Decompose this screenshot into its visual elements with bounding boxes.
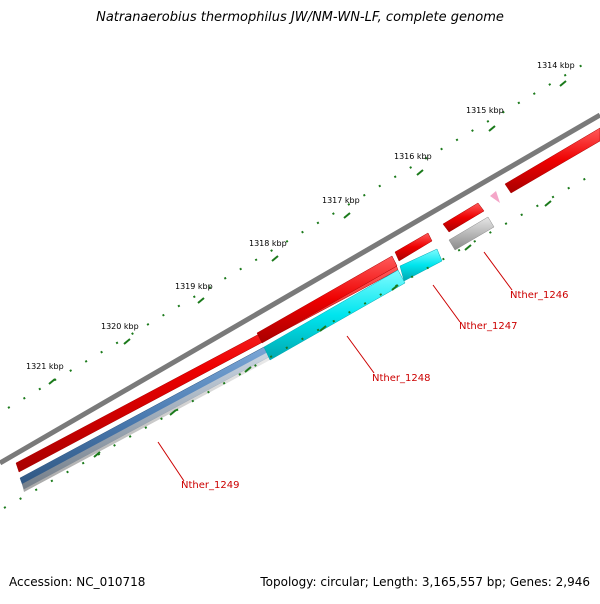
inner-dotted-ring [3, 175, 591, 509]
gene-label-nther-1246[interactable]: Nther_1246 [510, 290, 568, 301]
cds-gray-shadow [22, 352, 270, 492]
cds-feature-forward[interactable] [394, 232, 433, 262]
cds-feature-pink[interactable] [490, 191, 500, 203]
tick-mark [169, 409, 177, 416]
tick-mark [416, 169, 424, 176]
tick-label: 1318 kbp [249, 239, 287, 248]
outer-dotted-ring [7, 57, 595, 409]
tick-mark [544, 200, 552, 207]
cds-feature-forward[interactable] [504, 127, 600, 194]
forward-cds-track [15, 127, 600, 473]
gene-label-nther-1247[interactable]: Nther_1247 [459, 321, 517, 332]
tick-mark [319, 325, 327, 332]
tick-mark [271, 255, 279, 262]
cds-feature-forward[interactable] [256, 255, 398, 344]
callout-line [346, 335, 375, 374]
tick-mark [488, 125, 496, 132]
callout-line [157, 441, 185, 482]
accession-text: Accession: NC_010718 [9, 575, 146, 589]
tick-label: 1320 kbp [101, 322, 139, 331]
cds-feature-reverse[interactable] [448, 216, 495, 251]
callout-line [483, 251, 513, 291]
tick-labels: 1314 kbp 1315 kbp 1316 kbp 1317 kbp 1318… [26, 61, 575, 371]
tick-mark [48, 378, 56, 385]
map-title: Natranaerobius thermophilus JW/NM-WN-LF,… [96, 10, 504, 25]
gene-callouts [157, 251, 513, 482]
genome-summary-text: Topology: circular; Length: 3,165,557 bp… [260, 575, 590, 589]
tick-mark [244, 366, 252, 373]
tick-label: 1319 kbp [175, 282, 213, 291]
tick-label: 1321 kbp [26, 362, 64, 371]
cds-feature-reverse[interactable] [399, 248, 443, 282]
tick-label: 1316 kbp [394, 152, 432, 161]
tick-mark [93, 451, 101, 458]
tick-mark [391, 284, 399, 291]
callout-line [432, 284, 461, 323]
tick-label: 1315 kbp [466, 106, 504, 115]
tick-mark [464, 244, 472, 251]
tick-label: 1314 kbp [537, 61, 575, 70]
cds-feature-forward[interactable] [442, 202, 485, 233]
cds-feature-reverse[interactable] [263, 269, 406, 361]
reverse-cds-track [19, 216, 495, 492]
outer-ring-dots [7, 57, 595, 409]
tick-mark [559, 80, 567, 87]
gene-label-nther-1248[interactable]: Nther_1248 [372, 373, 430, 384]
gene-labels: Nther_1246 Nther_1247 Nther_1248 Nther_1… [181, 290, 568, 491]
tick-label: 1317 kbp [322, 196, 360, 205]
tick-mark [123, 338, 131, 345]
tick-mark [197, 297, 205, 304]
genome-backbone [0, 112, 600, 466]
gene-label-nther-1249[interactable]: Nther_1249 [181, 480, 239, 491]
tick-mark [343, 212, 351, 219]
